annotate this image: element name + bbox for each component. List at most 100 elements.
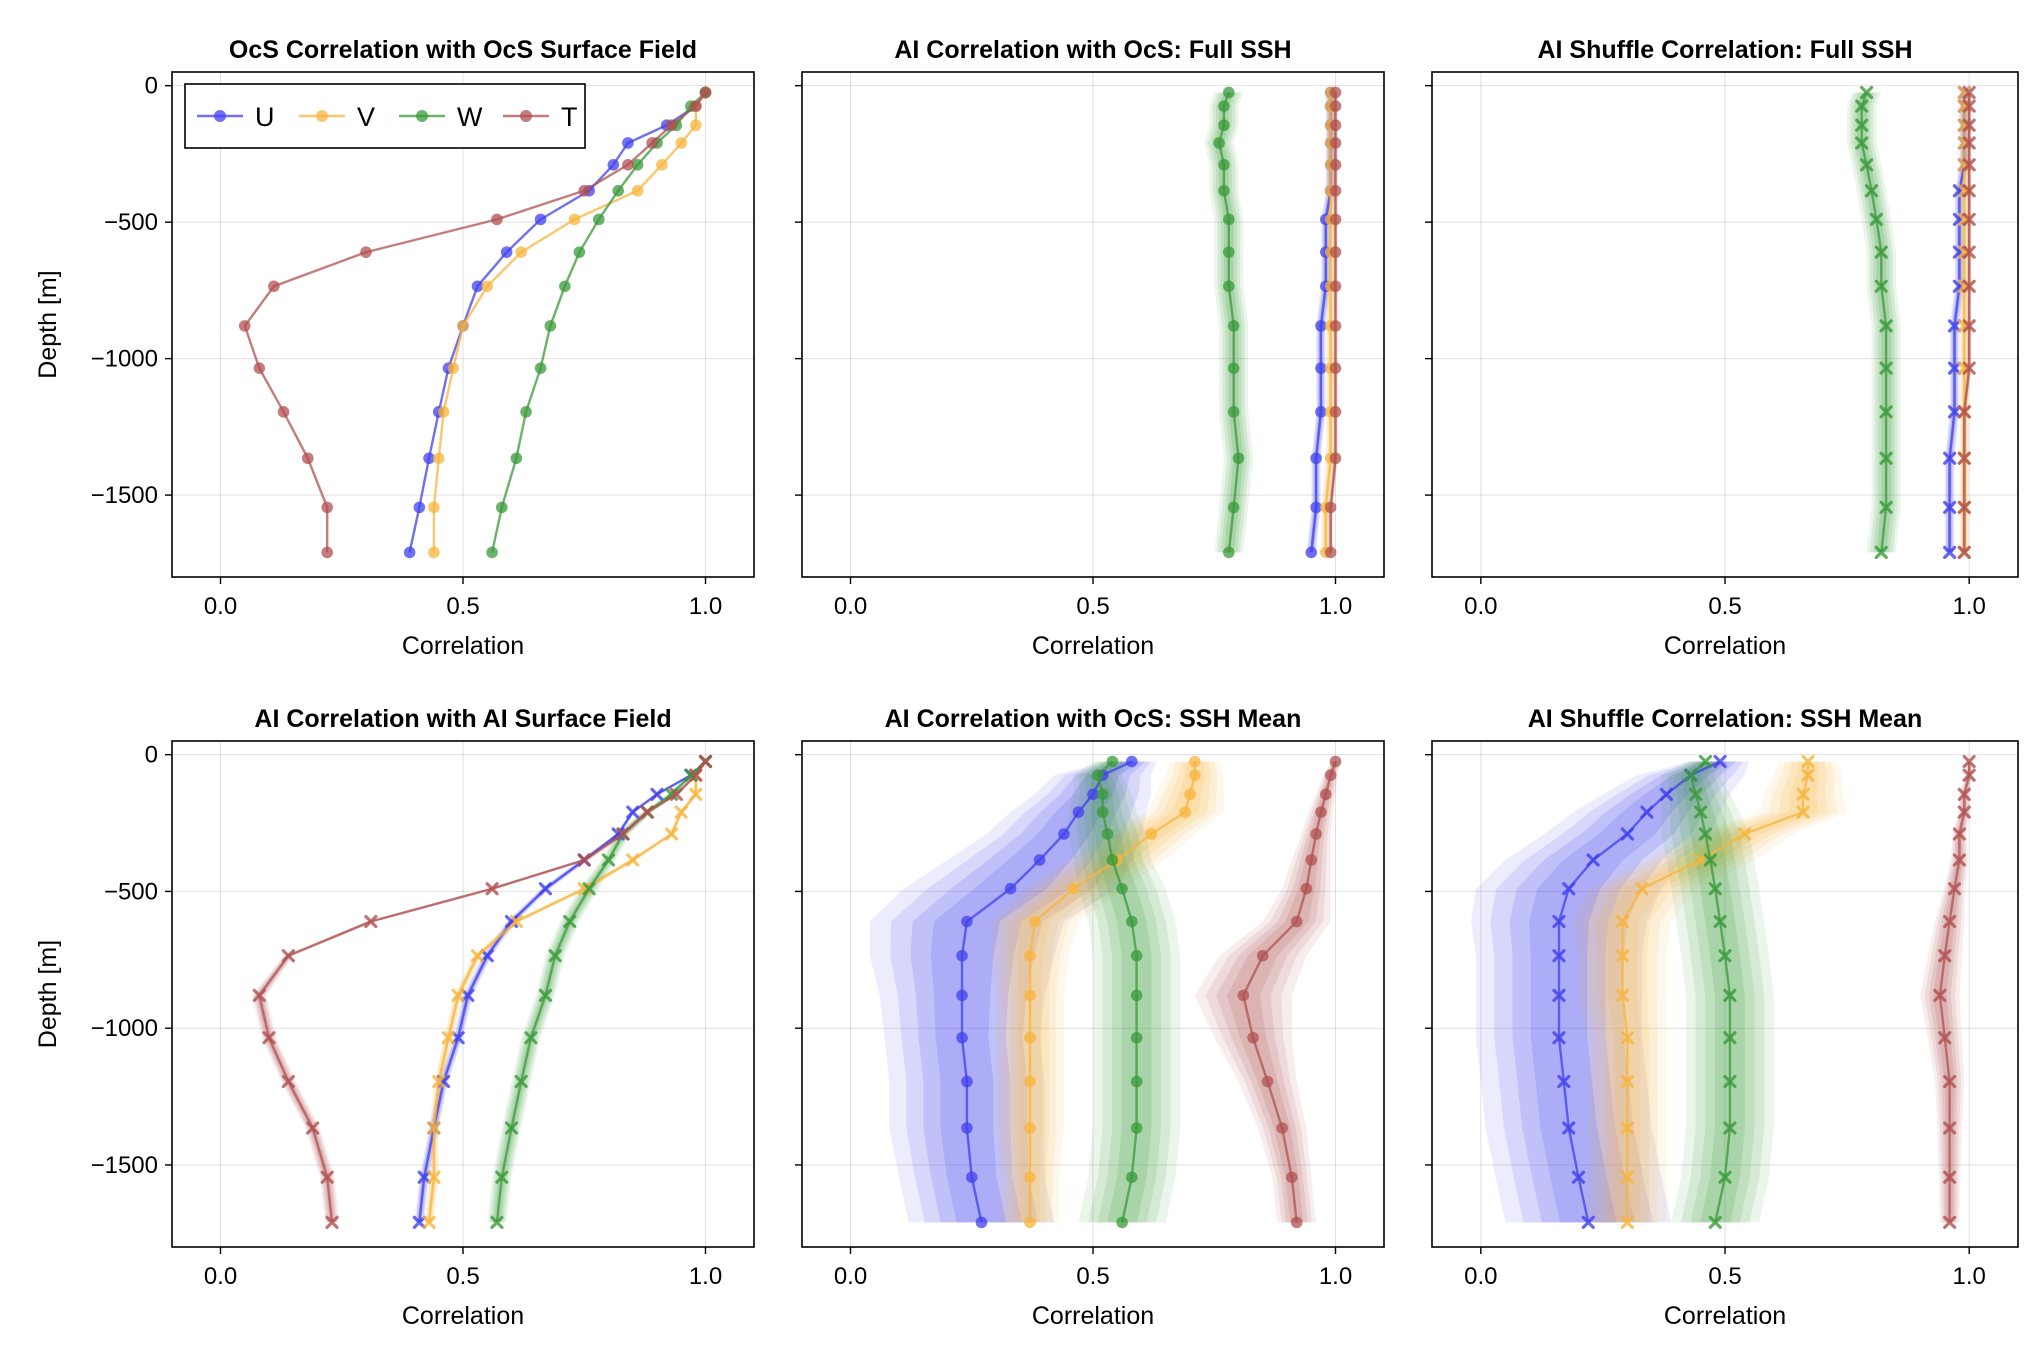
point-V (1024, 1122, 1036, 1134)
point-U (451, 1031, 465, 1045)
point-T (325, 1215, 339, 1229)
point-T (485, 882, 499, 896)
point-V (427, 1121, 441, 1135)
point-V (428, 501, 440, 514)
point-V (631, 184, 644, 197)
point-T (1957, 787, 1971, 801)
point-U (1552, 949, 1566, 963)
point-V (1024, 1171, 1036, 1184)
point-W (582, 882, 596, 896)
x-axis-label: Correlation (402, 632, 524, 660)
x-tick-label: 1.0 (689, 1263, 722, 1290)
x-tick-label: 0.0 (834, 1263, 867, 1290)
point-W (1130, 989, 1143, 1002)
point-V (457, 320, 469, 332)
x-axis-label: Correlation (1032, 632, 1154, 660)
point-U (417, 1170, 431, 1184)
x-axis-label: Correlation (1664, 1302, 1786, 1330)
point-U (1552, 914, 1566, 929)
series-T (1324, 86, 1342, 559)
point-T (277, 406, 290, 418)
point-T (252, 988, 266, 1002)
point-V (1029, 915, 1041, 928)
point-V (427, 1170, 441, 1184)
point-T (1237, 989, 1250, 1002)
point-T (1943, 1170, 1957, 1184)
legend-label-V: V (357, 102, 375, 132)
point-T (1962, 754, 1976, 769)
band-W (1083, 761, 1162, 1223)
point-W (1723, 1031, 1737, 1045)
point-W (1698, 754, 1713, 769)
gridlines (172, 741, 754, 1247)
point-V (422, 1215, 436, 1229)
point-W (1227, 320, 1240, 332)
point-U (1058, 828, 1070, 840)
point-T (1290, 1216, 1303, 1229)
point-T (1329, 452, 1342, 465)
point-T (1957, 451, 1971, 465)
point-V (437, 406, 450, 418)
x-tick-label: 0.0 (834, 593, 867, 620)
series-T (252, 754, 713, 1229)
x-tick-label: 1.0 (689, 593, 722, 620)
point-V (447, 362, 460, 374)
point-W (1223, 213, 1235, 226)
point-T (1324, 501, 1337, 514)
point-W (1879, 451, 1893, 465)
point-U (1315, 320, 1327, 332)
point-V (690, 119, 702, 132)
point-T (1962, 184, 1976, 198)
series-T (1957, 85, 1976, 560)
point-W (1218, 184, 1230, 197)
point-U (480, 949, 494, 963)
point-V (1796, 805, 1810, 819)
band-T (1924, 761, 1972, 1223)
point-T (1310, 828, 1322, 840)
point-W (1718, 949, 1732, 963)
point-T (646, 137, 658, 149)
point-T (699, 86, 712, 99)
legend-label-W: W (457, 102, 483, 132)
point-T (1286, 1171, 1298, 1184)
y-tick-label: −1500 (91, 1152, 158, 1179)
point-U (961, 1075, 973, 1088)
point-T (1962, 85, 1976, 100)
band-W (1853, 92, 1895, 553)
point-W (496, 501, 508, 514)
panel-1: 0.0 0.5 1.0 0 −500 −1000 −1500 OcS Correlation … (34, 36, 755, 660)
band-W (1076, 761, 1171, 1223)
series-T (238, 86, 712, 559)
band-W (1856, 92, 1892, 553)
point-U (622, 137, 634, 149)
point-T (1962, 245, 1976, 259)
point-T (281, 949, 295, 963)
band-W (1661, 761, 1774, 1223)
series-W (1092, 755, 1143, 1229)
point-W (1684, 768, 1698, 782)
point-T (1290, 915, 1303, 928)
band-T (1205, 761, 1340, 1223)
point-W (544, 320, 557, 332)
band-U (1490, 761, 1743, 1223)
point-U (1004, 882, 1017, 895)
x-tick-label: 0.5 (1076, 593, 1109, 620)
point-T (253, 362, 266, 374)
x-tick-label: 0.5 (1708, 593, 1741, 620)
point-V (1801, 768, 1815, 782)
point-V (509, 914, 523, 929)
legend-marker-V (316, 110, 328, 122)
point-W (1106, 755, 1119, 768)
legend-marker-U (214, 110, 226, 122)
point-V (481, 280, 494, 293)
point-T (1329, 86, 1342, 99)
point-W (534, 362, 547, 374)
point-T (1962, 136, 1976, 150)
point-T (1276, 1122, 1288, 1134)
point-W (1130, 1122, 1143, 1134)
band-W (1847, 92, 1901, 553)
point-W (1698, 827, 1713, 841)
x-tick-label: 0.0 (204, 1263, 237, 1290)
point-T (616, 827, 630, 841)
point-U (961, 915, 973, 928)
